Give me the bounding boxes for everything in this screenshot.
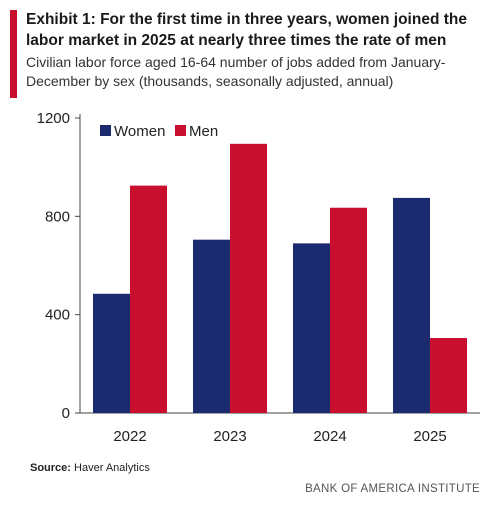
y-tick-label: 1200 [37, 110, 70, 127]
bar-men-2024 [330, 207, 367, 413]
x-tick-label: 2025 [413, 428, 446, 445]
y-tick-label: 0 [62, 405, 70, 422]
x-tick-label: 2024 [313, 428, 346, 445]
accent-bar [10, 10, 17, 98]
brand-label: BANK OF AMERICA INSTITUTE [305, 483, 480, 495]
source-label: Source: [30, 462, 71, 474]
bar-women-2025 [393, 197, 430, 413]
source-note: Source: Haver Analytics [30, 462, 150, 474]
legend-label-men: Men [189, 123, 218, 140]
y-tick-label: 400 [45, 307, 70, 324]
y-tick-label: 800 [45, 208, 70, 225]
bar-women-2022 [93, 293, 130, 413]
bar-women-2023 [193, 239, 230, 413]
bar-men-2023 [230, 143, 267, 413]
bar-men-2022 [130, 185, 167, 413]
chart-title: Exhibit 1: For the first time in three y… [26, 11, 467, 49]
legend-swatch-women [100, 125, 111, 136]
legend-label-women: Women [114, 123, 165, 140]
x-tick-label: 2023 [213, 428, 246, 445]
bar-chart: 0 400 800 1200 2022 2023 2024 2025 Women Men [37, 110, 480, 445]
x-tick-label: 2022 [113, 428, 146, 445]
legend-swatch-men [175, 125, 186, 136]
bar-women-2024 [293, 243, 330, 413]
bar-men-2025 [430, 338, 467, 413]
chart-subtitle: Civilian labor force aged 16-64 number o… [26, 54, 446, 89]
source-text: Haver Analytics [74, 462, 150, 474]
